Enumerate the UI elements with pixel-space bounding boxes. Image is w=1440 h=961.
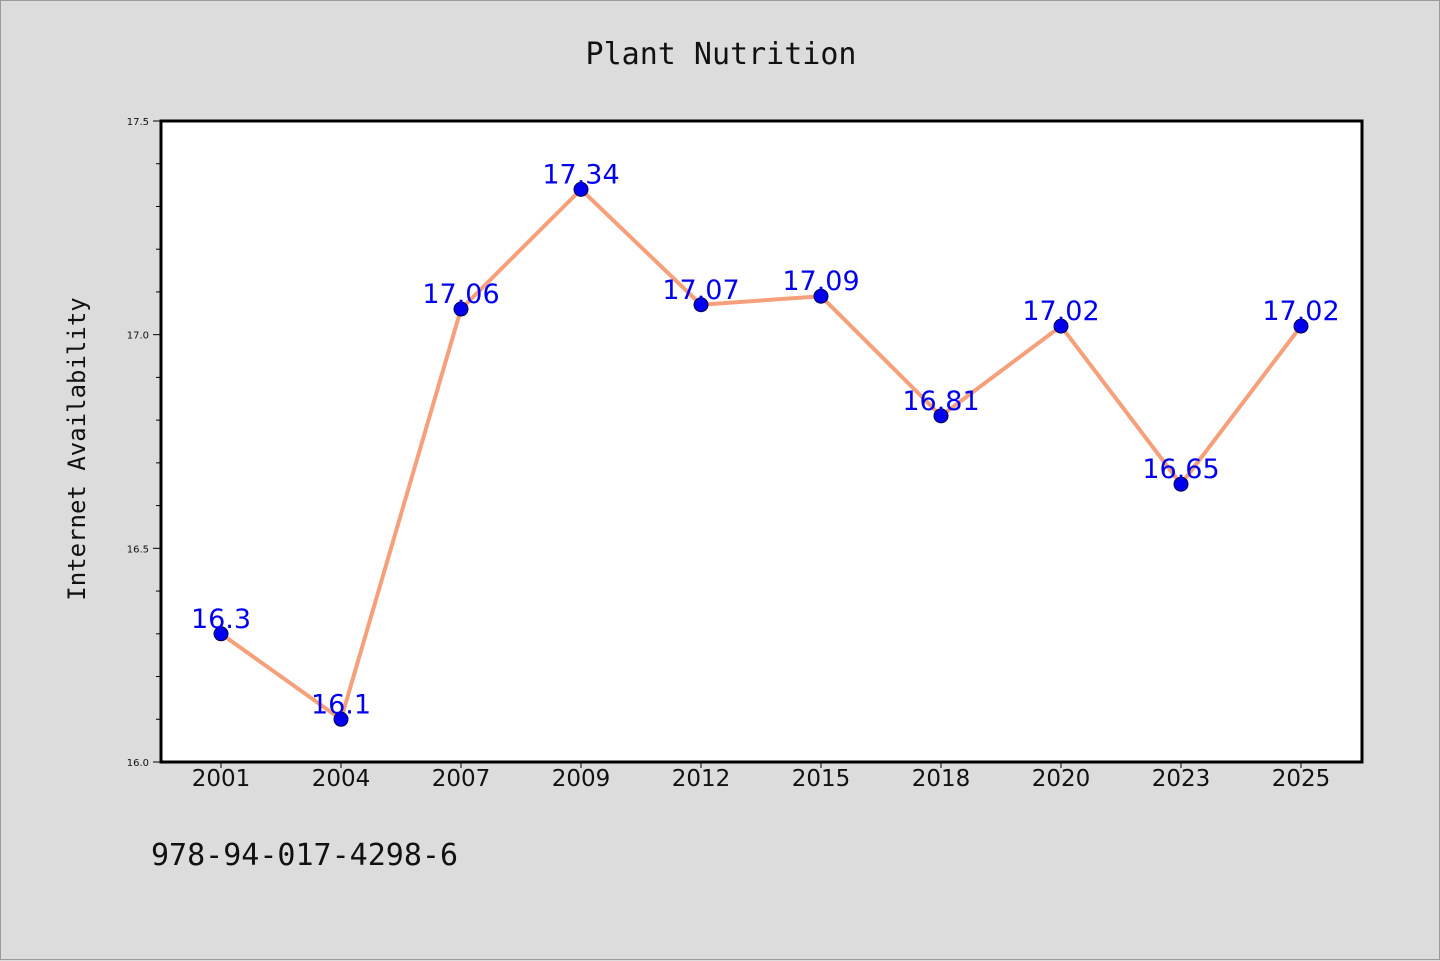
data-point [333, 711, 349, 727]
x-axis: 2001 2004 2007 2009 2012 2015 2018 2020 2023 2025 [192, 762, 1331, 792]
x-tick-label: 2023 [1152, 766, 1211, 792]
data-point [813, 288, 829, 304]
data-label: 17.09 [782, 266, 859, 297]
y-axis-label: Internet Availability [63, 297, 91, 600]
data-point [1053, 318, 1069, 334]
series-line [219, 187, 1303, 722]
data-label: 16.3 [191, 604, 251, 635]
x-tick-label: 2004 [312, 766, 371, 792]
series-layer: 16.3 16.1 17.06 17.34 17.07 17.09 16.81 17.02 16… [191, 159, 1340, 727]
data-label: 16.1 [311, 689, 371, 720]
x-tick-label: 2012 [672, 766, 731, 792]
x-tick-label: 2025 [1272, 766, 1331, 792]
data-label: 17.07 [662, 275, 739, 306]
data-label: 17.34 [542, 159, 619, 190]
y-tick-label: 16.0 [127, 758, 149, 769]
x-tick-label: 2007 [432, 766, 491, 792]
plot-area [159, 119, 1364, 764]
y-tick-label: 17.5 [127, 117, 149, 128]
footer-code: 978-94-017-4298-6 [151, 838, 458, 873]
x-tick-label: 2009 [552, 766, 611, 792]
data-point [573, 181, 589, 197]
data-label: 17.06 [422, 279, 499, 310]
data-point [213, 626, 229, 642]
data-label: 16.81 [902, 386, 979, 417]
y-axis: 16.0 16.5 17.0 17.5 [127, 117, 161, 769]
data-label: 16.65 [1142, 454, 1219, 485]
data-label: 17.02 [1022, 296, 1099, 327]
y-tick-label: 16.5 [127, 544, 149, 555]
x-tick-label: 2001 [192, 766, 251, 792]
x-tick-label: 2020 [1032, 766, 1091, 792]
data-point [1173, 476, 1189, 492]
y-tick-label: 17.0 [127, 331, 149, 342]
data-label: 17.02 [1262, 296, 1339, 327]
x-tick-label: 2018 [912, 766, 971, 792]
chart-title: Plant Nutrition [586, 37, 857, 72]
data-point [453, 301, 469, 317]
x-tick-label: 2015 [792, 766, 851, 792]
data-point [1293, 318, 1309, 334]
data-point [933, 408, 949, 424]
data-point [693, 297, 709, 313]
